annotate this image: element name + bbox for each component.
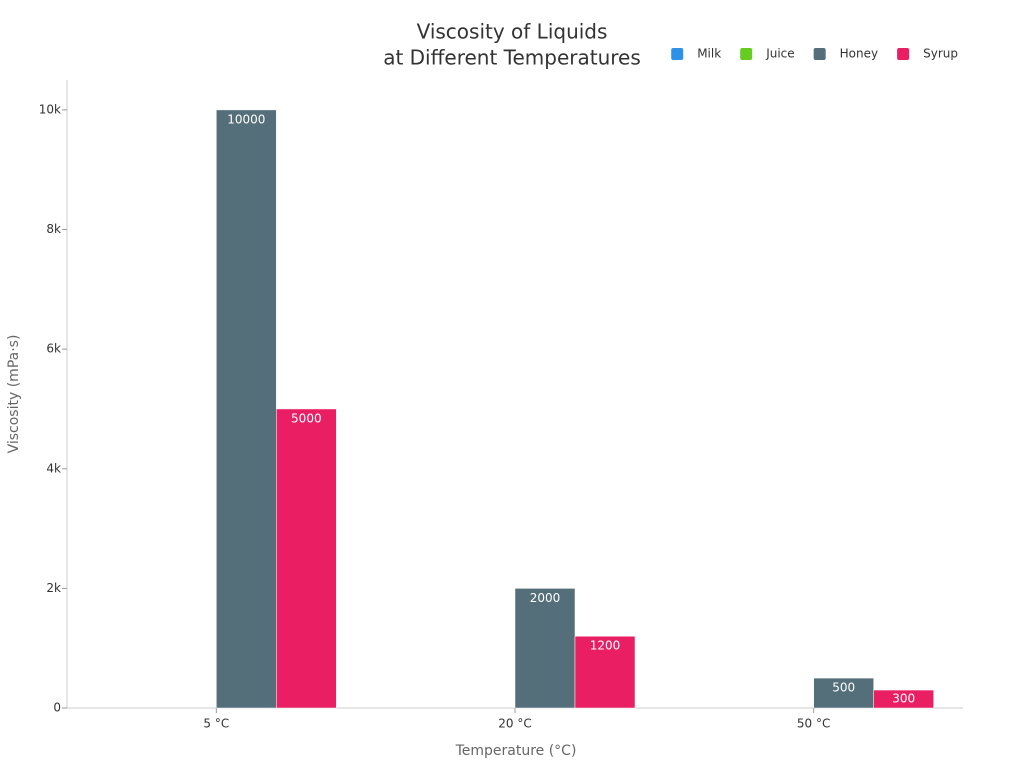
- legend-label: Juice: [765, 47, 794, 61]
- bar: [276, 408, 337, 709]
- value-label: 10000: [227, 112, 265, 126]
- bar: [813, 677, 874, 709]
- x-tick-label: 50 °C: [797, 717, 830, 731]
- bar: [873, 689, 934, 709]
- x-tick-label: 20 °C: [498, 717, 531, 731]
- bar: [514, 588, 576, 709]
- x-axis-title: Temperature (°C): [455, 743, 577, 759]
- bar: [574, 635, 636, 709]
- value-label: 1200: [590, 639, 621, 653]
- y-tick-label: 0: [53, 701, 61, 715]
- legend-label: Honey: [840, 47, 878, 61]
- legend-label: Syrup: [923, 47, 958, 61]
- legend-swatch: [813, 48, 826, 60]
- legend-swatch: [740, 48, 753, 60]
- value-label: 5000: [291, 411, 322, 425]
- chart-title: at Different Temperatures: [383, 46, 641, 70]
- legend-swatch: [671, 48, 684, 60]
- y-tick-label: 2k: [46, 581, 61, 595]
- value-label: 2000: [530, 591, 561, 605]
- legend-label: Milk: [697, 47, 721, 61]
- y-tick-label: 10k: [39, 102, 61, 116]
- chart-title: Viscosity of Liquids: [417, 20, 608, 44]
- value-label: 300: [892, 692, 915, 706]
- y-axis-title: Viscosity (mPa·s): [6, 335, 22, 454]
- value-label: 500: [832, 681, 855, 695]
- y-tick-label: 8k: [46, 222, 61, 236]
- bar: [216, 109, 277, 709]
- x-tick-label: 5 °C: [203, 717, 229, 731]
- y-tick-label: 4k: [46, 461, 61, 475]
- legend-swatch: [897, 48, 910, 60]
- y-tick-label: 6k: [46, 342, 61, 356]
